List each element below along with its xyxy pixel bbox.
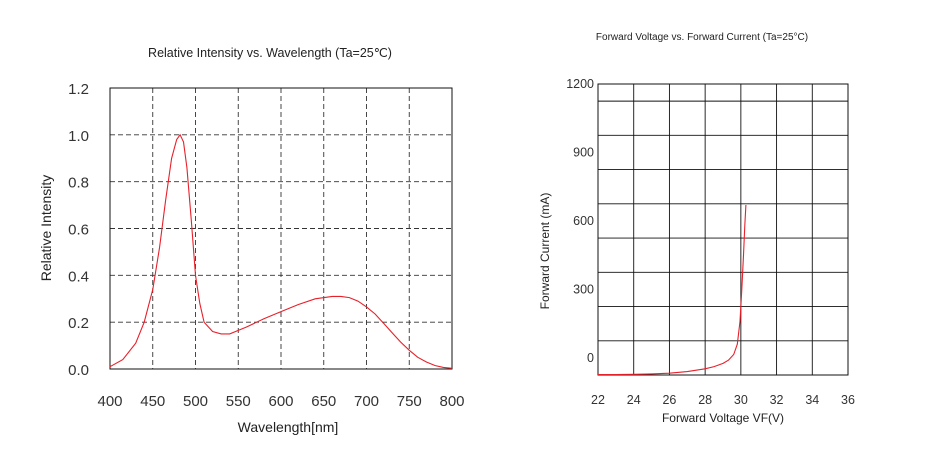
voltage-x-tick-label: 36 xyxy=(841,393,855,407)
voltage-y-tick-label: 300 xyxy=(573,282,594,296)
intensity-x-tick-label: 400 xyxy=(97,393,122,410)
voltage-chart-svg: Forward Voltage vs. Forward Current (Ta=… xyxy=(538,32,855,425)
intensity-y-ticks: 0.0 0.2 0.4 0.6 0.8 1.0 1.2 xyxy=(68,81,89,379)
intensity-x-axis-label: Wavelength[nm] xyxy=(238,419,339,435)
intensity-y-tick-label: 0.4 xyxy=(68,268,89,285)
intensity-x-ticks: 400 450 500 550 600 650 700 750 800 xyxy=(97,393,464,410)
intensity-x-tick-label: 500 xyxy=(183,393,208,410)
voltage-y-tick-label: 1200 xyxy=(566,77,594,91)
intensity-y-tick-label: 1.2 xyxy=(68,81,89,98)
voltage-x-tick-label: 34 xyxy=(805,393,819,407)
voltage-y-tick-label: 600 xyxy=(573,214,594,228)
voltage-current-chart: Forward Voltage vs. Forward Current (Ta=… xyxy=(473,0,946,465)
voltage-x-tick-label: 30 xyxy=(734,393,748,407)
voltage-y-axis-label: Forward Current (mA) xyxy=(538,193,552,310)
voltage-y-ticks: 0 300 600 900 1200 xyxy=(566,77,594,365)
voltage-grid xyxy=(598,84,848,375)
voltage-x-tick-label: 22 xyxy=(591,393,605,407)
voltage-plot-frame xyxy=(597,83,849,376)
voltage-x-tick-label: 24 xyxy=(627,393,641,407)
voltage-series-line xyxy=(598,204,747,376)
intensity-y-axis-label: Relative Intensity xyxy=(38,175,54,282)
intensity-y-tick-label: 1.0 xyxy=(68,128,89,145)
voltage-x-tick-label: 28 xyxy=(698,393,712,407)
intensity-x-tick-label: 650 xyxy=(311,393,336,410)
voltage-x-ticks: 22 24 26 28 30 32 34 36 xyxy=(591,393,855,407)
intensity-plot-frame xyxy=(109,87,453,370)
intensity-x-tick-label: 600 xyxy=(268,393,293,410)
voltage-x-tick-label: 32 xyxy=(770,393,784,407)
voltage-y-tick-label: 0 xyxy=(587,351,594,365)
intensity-chart-svg: Relative Intensity vs. Wavelength (Ta=25… xyxy=(38,46,465,435)
intensity-chart-title: Relative Intensity vs. Wavelength (Ta=25… xyxy=(148,46,392,60)
intensity-y-tick-label: 0.0 xyxy=(68,362,89,379)
intensity-grid xyxy=(110,88,452,369)
intensity-x-tick-label: 800 xyxy=(439,393,464,410)
intensity-x-tick-label: 550 xyxy=(226,393,251,410)
intensity-series-line xyxy=(109,133,453,369)
intensity-y-tick-label: 0.6 xyxy=(68,222,89,239)
intensity-wavelength-chart: Relative Intensity vs. Wavelength (Ta=25… xyxy=(38,46,465,435)
intensity-y-tick-label: 0.8 xyxy=(68,175,89,192)
intensity-x-tick-label: 750 xyxy=(397,393,422,410)
intensity-x-tick-label: 450 xyxy=(140,393,165,410)
voltage-x-tick-label: 26 xyxy=(662,393,676,407)
voltage-x-axis-label: Forward Voltage VF(V) xyxy=(662,411,784,425)
voltage-chart-title: Forward Voltage vs. Forward Current (Ta=… xyxy=(596,32,808,43)
intensity-y-tick-label: 0.2 xyxy=(68,315,89,332)
intensity-x-tick-label: 700 xyxy=(354,393,379,410)
voltage-y-tick-label: 900 xyxy=(573,145,594,159)
